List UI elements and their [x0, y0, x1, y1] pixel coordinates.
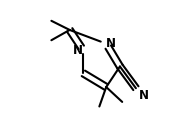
Text: N: N — [73, 44, 83, 57]
Text: N: N — [106, 37, 116, 50]
Text: N: N — [139, 89, 149, 102]
